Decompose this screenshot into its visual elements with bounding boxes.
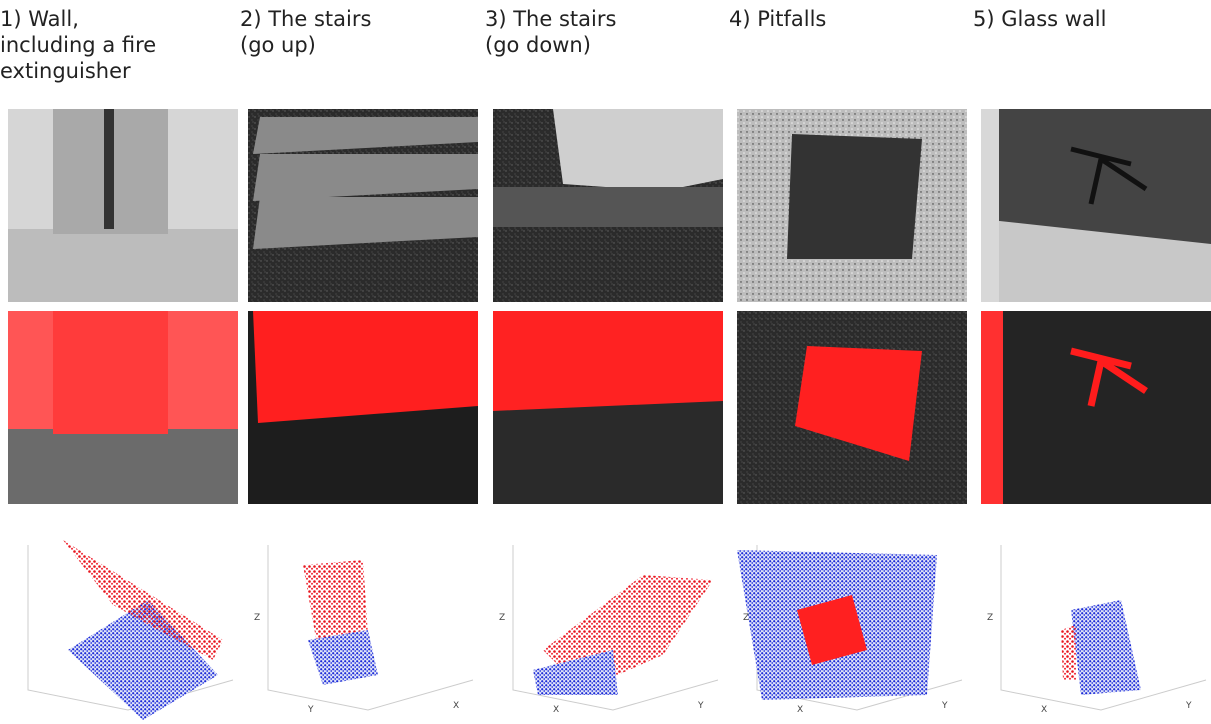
axis-label: Z xyxy=(743,613,749,623)
overlay xyxy=(248,311,478,504)
axis-label: X xyxy=(797,705,803,715)
point-cloud: Z X Y xyxy=(981,540,1211,715)
axis-label: X xyxy=(453,701,459,711)
column-title: 1) Wall, xyxy=(0,7,79,31)
red2 xyxy=(53,311,168,434)
column-title: 2) The stairs xyxy=(240,7,371,31)
axis-label: Z xyxy=(499,613,505,623)
wall xyxy=(553,109,723,191)
column-title: (go down) xyxy=(485,33,591,57)
axis-label: Y xyxy=(697,701,704,711)
steps xyxy=(493,187,723,227)
point-cloud xyxy=(8,540,238,720)
frame xyxy=(981,311,1003,504)
figure: 1) Wall,including a fireextinguisher 2) T… xyxy=(0,0,1211,724)
axis-label: Y xyxy=(1185,701,1192,711)
axis-label: Z xyxy=(254,613,260,623)
photo xyxy=(493,109,723,302)
overlay xyxy=(737,311,967,504)
column-title: extinguisher xyxy=(0,59,131,83)
frame xyxy=(981,109,999,302)
red xyxy=(1061,625,1076,680)
column-title: including a fire xyxy=(0,33,156,57)
bg xyxy=(981,311,1211,504)
column-title: 5) Glass wall xyxy=(973,7,1106,31)
axis-label: Z xyxy=(987,613,993,623)
axis-label: Y xyxy=(307,705,314,715)
column-title: 3) The stairs xyxy=(485,7,616,31)
photo xyxy=(737,109,967,302)
overlay xyxy=(981,311,1211,504)
photo xyxy=(248,109,478,302)
axis-label: X xyxy=(1041,705,1047,715)
stripe xyxy=(104,109,114,229)
axis-label: Y xyxy=(941,701,948,711)
photo xyxy=(981,109,1211,302)
overlay xyxy=(8,311,238,504)
photo xyxy=(8,109,238,302)
point-cloud: Z Y X xyxy=(248,540,478,715)
point-cloud: Z X Y xyxy=(737,540,967,715)
column-title: 4) Pitfalls xyxy=(729,7,826,31)
column-title: (go up) xyxy=(240,33,316,57)
floor xyxy=(8,229,238,302)
pit xyxy=(787,134,922,259)
axis-label: X xyxy=(553,705,559,715)
overlay xyxy=(493,311,723,504)
red xyxy=(493,311,723,411)
red xyxy=(253,311,478,423)
point-cloud: Z X Y xyxy=(493,540,723,715)
